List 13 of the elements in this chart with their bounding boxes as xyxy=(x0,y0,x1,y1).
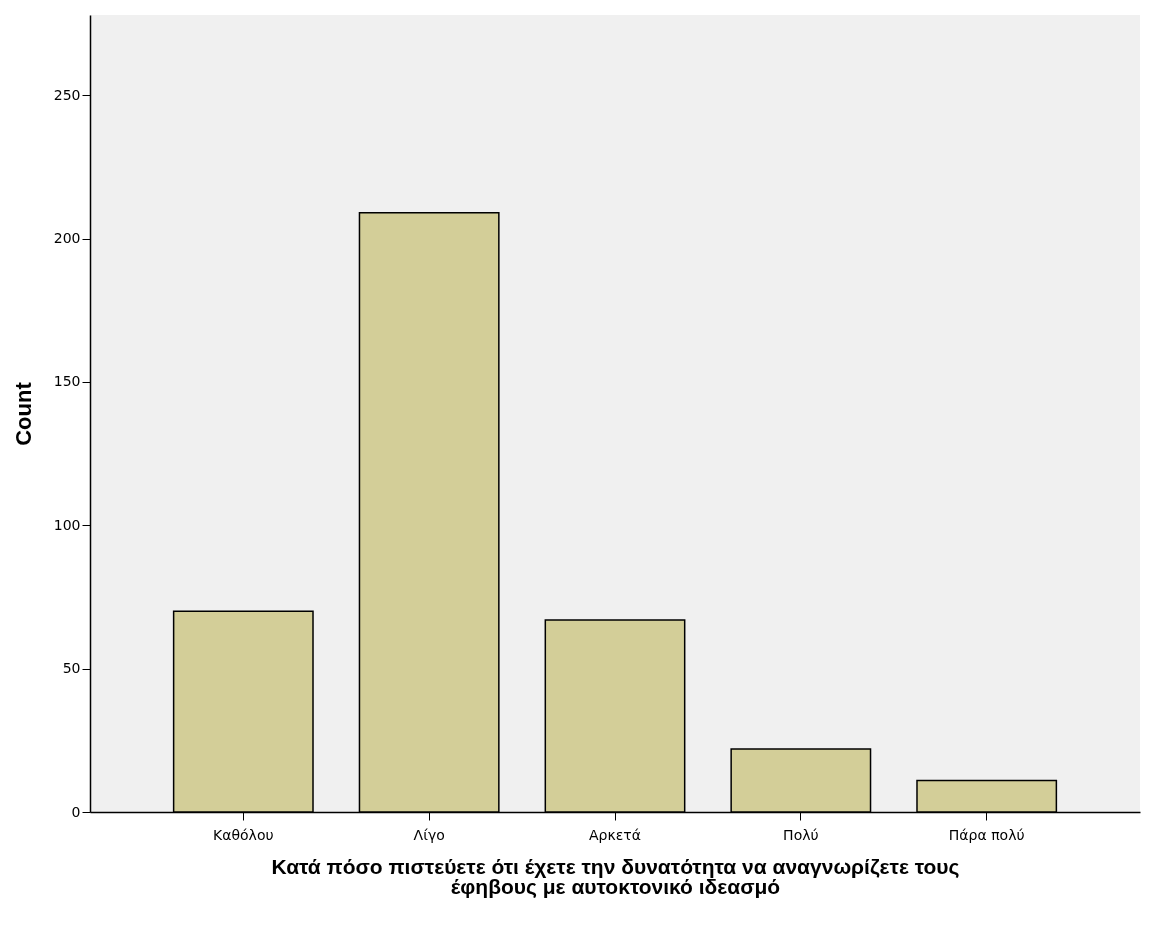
x-tick-label: Πάρα πολύ xyxy=(948,826,1025,843)
x-tick-label: Καθόλου xyxy=(213,826,274,843)
y-tick-label: 150 xyxy=(53,373,81,390)
y-tick-label: 100 xyxy=(53,516,81,533)
y-tick-label: 250 xyxy=(53,86,81,103)
y-tick-label: 0 xyxy=(71,803,81,820)
x-tick-label: Λίγο xyxy=(413,826,445,843)
y-axis-title: Count xyxy=(10,381,36,446)
y-tick-label: 200 xyxy=(53,230,81,247)
x-tick-label: Πολύ xyxy=(783,826,819,843)
x-tick-label: Αρκετά xyxy=(589,826,641,843)
y-tick-label: 50 xyxy=(62,660,81,677)
x-axis-title: Κατά πόσο πιστεύετε ότι έχετε την δυνατότητα να αναγνωρίζετε τους έφηβους με αυτοκτονικό ιδεασμό xyxy=(271,854,960,899)
